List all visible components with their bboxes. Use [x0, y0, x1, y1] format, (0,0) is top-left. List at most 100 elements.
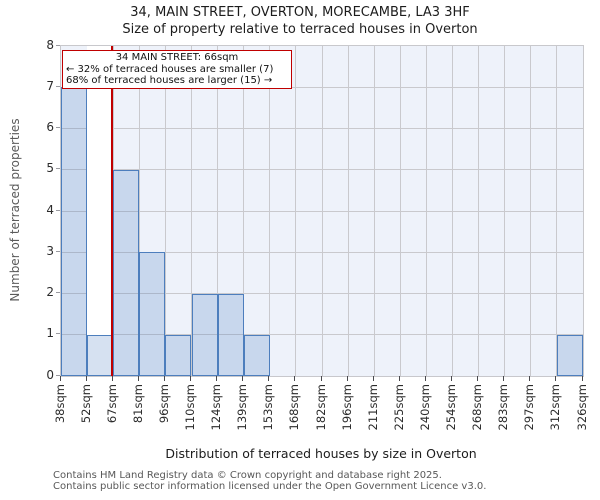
histogram-bar: [556, 334, 583, 376]
x-tick-mark: [555, 376, 557, 381]
highlight-band: [87, 46, 114, 376]
x-tick-mark: [477, 376, 479, 381]
y-tick-label: 6: [46, 120, 54, 134]
v-gridline: [556, 46, 558, 376]
y-tick-label: 4: [46, 202, 54, 217]
histogram-bar: [165, 334, 192, 376]
x-tick-label: 196sqm: [339, 384, 354, 431]
x-tick-label: 38sqm: [52, 384, 67, 424]
y-tick-mark: [56, 44, 60, 46]
histogram-bar: [243, 334, 270, 376]
v-gridline: [504, 46, 506, 376]
x-axis-label: Distribution of terraced houses by size …: [165, 446, 477, 461]
y-tick-mark: [56, 127, 60, 128]
y-tick-label: 8: [46, 37, 54, 52]
x-tick-label: 110sqm: [183, 384, 197, 431]
x-tick-label: 52sqm: [78, 384, 93, 424]
y-tick-label: 2: [46, 285, 54, 299]
v-gridline: [217, 46, 219, 376]
property-annotation-box: 34 MAIN STREET: 66sqm ← 32% of terraced …: [62, 50, 292, 89]
v-gridline: [321, 46, 323, 376]
chart-title: 34, MAIN STREET, OVERTON, MORECAMBE, LA3…: [130, 5, 470, 20]
y-tick-label: 7: [46, 78, 54, 93]
x-tick-label: 153sqm: [261, 384, 276, 431]
y-tick-label: 1: [46, 326, 54, 341]
y-tick-mark: [56, 374, 60, 376]
v-gridline: [164, 46, 166, 376]
x-tick-label: 67sqm: [104, 384, 119, 424]
x-tick-label: 81sqm: [130, 384, 145, 424]
x-tick-label: 283sqm: [496, 384, 511, 431]
v-gridline: [295, 46, 297, 376]
v-gridline: [452, 46, 453, 376]
x-tick-mark: [190, 376, 191, 381]
x-tick-label: 254sqm: [444, 384, 458, 431]
v-gridline: [243, 46, 245, 376]
histogram-bar: [139, 252, 166, 376]
y-tick-mark: [56, 292, 60, 293]
x-tick-mark: [529, 376, 531, 381]
footer-attribution-line2: Contains public sector information licen…: [53, 481, 487, 492]
x-tick-label: 96sqm: [156, 384, 171, 424]
x-tick-label: 326sqm: [574, 384, 589, 431]
histogram-bar: [61, 87, 88, 376]
x-tick-mark: [581, 376, 583, 381]
property-marker-line: [110, 46, 113, 376]
v-gridline: [138, 46, 140, 376]
v-gridline: [269, 46, 271, 376]
y-tick-label: 3: [46, 243, 54, 258]
v-gridline: [425, 46, 427, 376]
x-tick-mark: [320, 376, 322, 381]
x-tick-mark: [294, 376, 296, 381]
footer-attribution-line1: Contains HM Land Registry data © Crown c…: [53, 470, 442, 481]
histogram-bar: [191, 293, 218, 376]
annotation-smaller-line: ← 32% of terraced houses are smaller (7): [66, 63, 274, 75]
x-tick-mark: [85, 376, 87, 381]
plot-area: [60, 45, 584, 377]
x-tick-label: 139sqm: [235, 384, 250, 431]
v-gridline: [191, 46, 192, 376]
histogram-bar: [217, 293, 244, 376]
x-tick-label: 182sqm: [313, 384, 328, 431]
x-tick-mark: [59, 376, 61, 381]
v-gridline: [478, 46, 480, 376]
x-tick-mark: [372, 376, 374, 381]
v-gridline: [399, 46, 401, 376]
y-tick-mark: [56, 209, 60, 211]
y-tick-label: 0: [46, 367, 54, 382]
x-tick-mark: [216, 376, 218, 381]
x-tick-mark: [346, 376, 348, 381]
x-tick-mark: [111, 376, 113, 381]
x-tick-mark: [424, 376, 426, 381]
x-tick-mark: [503, 376, 505, 381]
x-tick-label: 225sqm: [391, 384, 406, 431]
annotation-larger-line: 68% of terraced houses are larger (15) →: [66, 75, 273, 86]
x-tick-mark: [163, 376, 165, 381]
x-tick-mark: [137, 376, 139, 381]
x-tick-label: 297sqm: [522, 384, 537, 431]
x-tick-label: 240sqm: [417, 384, 432, 431]
y-axis-label: Number of terraced properties: [8, 118, 22, 302]
y-tick-mark: [56, 250, 60, 252]
v-gridline: [347, 46, 349, 376]
y-tick-label: 5: [46, 161, 54, 176]
x-tick-label: 268sqm: [470, 384, 485, 431]
v-gridline: [373, 46, 375, 376]
y-tick-mark: [56, 85, 60, 87]
x-tick-mark: [398, 376, 400, 381]
v-gridline: [530, 46, 532, 376]
x-tick-label: 211sqm: [365, 384, 380, 431]
x-tick-label: 312sqm: [548, 384, 563, 431]
histogram-bar: [87, 334, 114, 376]
x-tick-mark: [451, 376, 452, 381]
x-tick-label: 124sqm: [209, 384, 224, 431]
x-tick-label: 168sqm: [287, 384, 302, 431]
chart-subtitle: Size of property relative to terraced ho…: [122, 22, 478, 37]
x-tick-mark: [242, 376, 244, 381]
y-tick-mark: [56, 333, 60, 335]
histogram-bar: [113, 169, 140, 376]
x-tick-mark: [268, 376, 270, 381]
y-tick-mark: [56, 168, 60, 170]
annotation-property-line: 34 MAIN STREET: 66sqm: [115, 52, 239, 63]
